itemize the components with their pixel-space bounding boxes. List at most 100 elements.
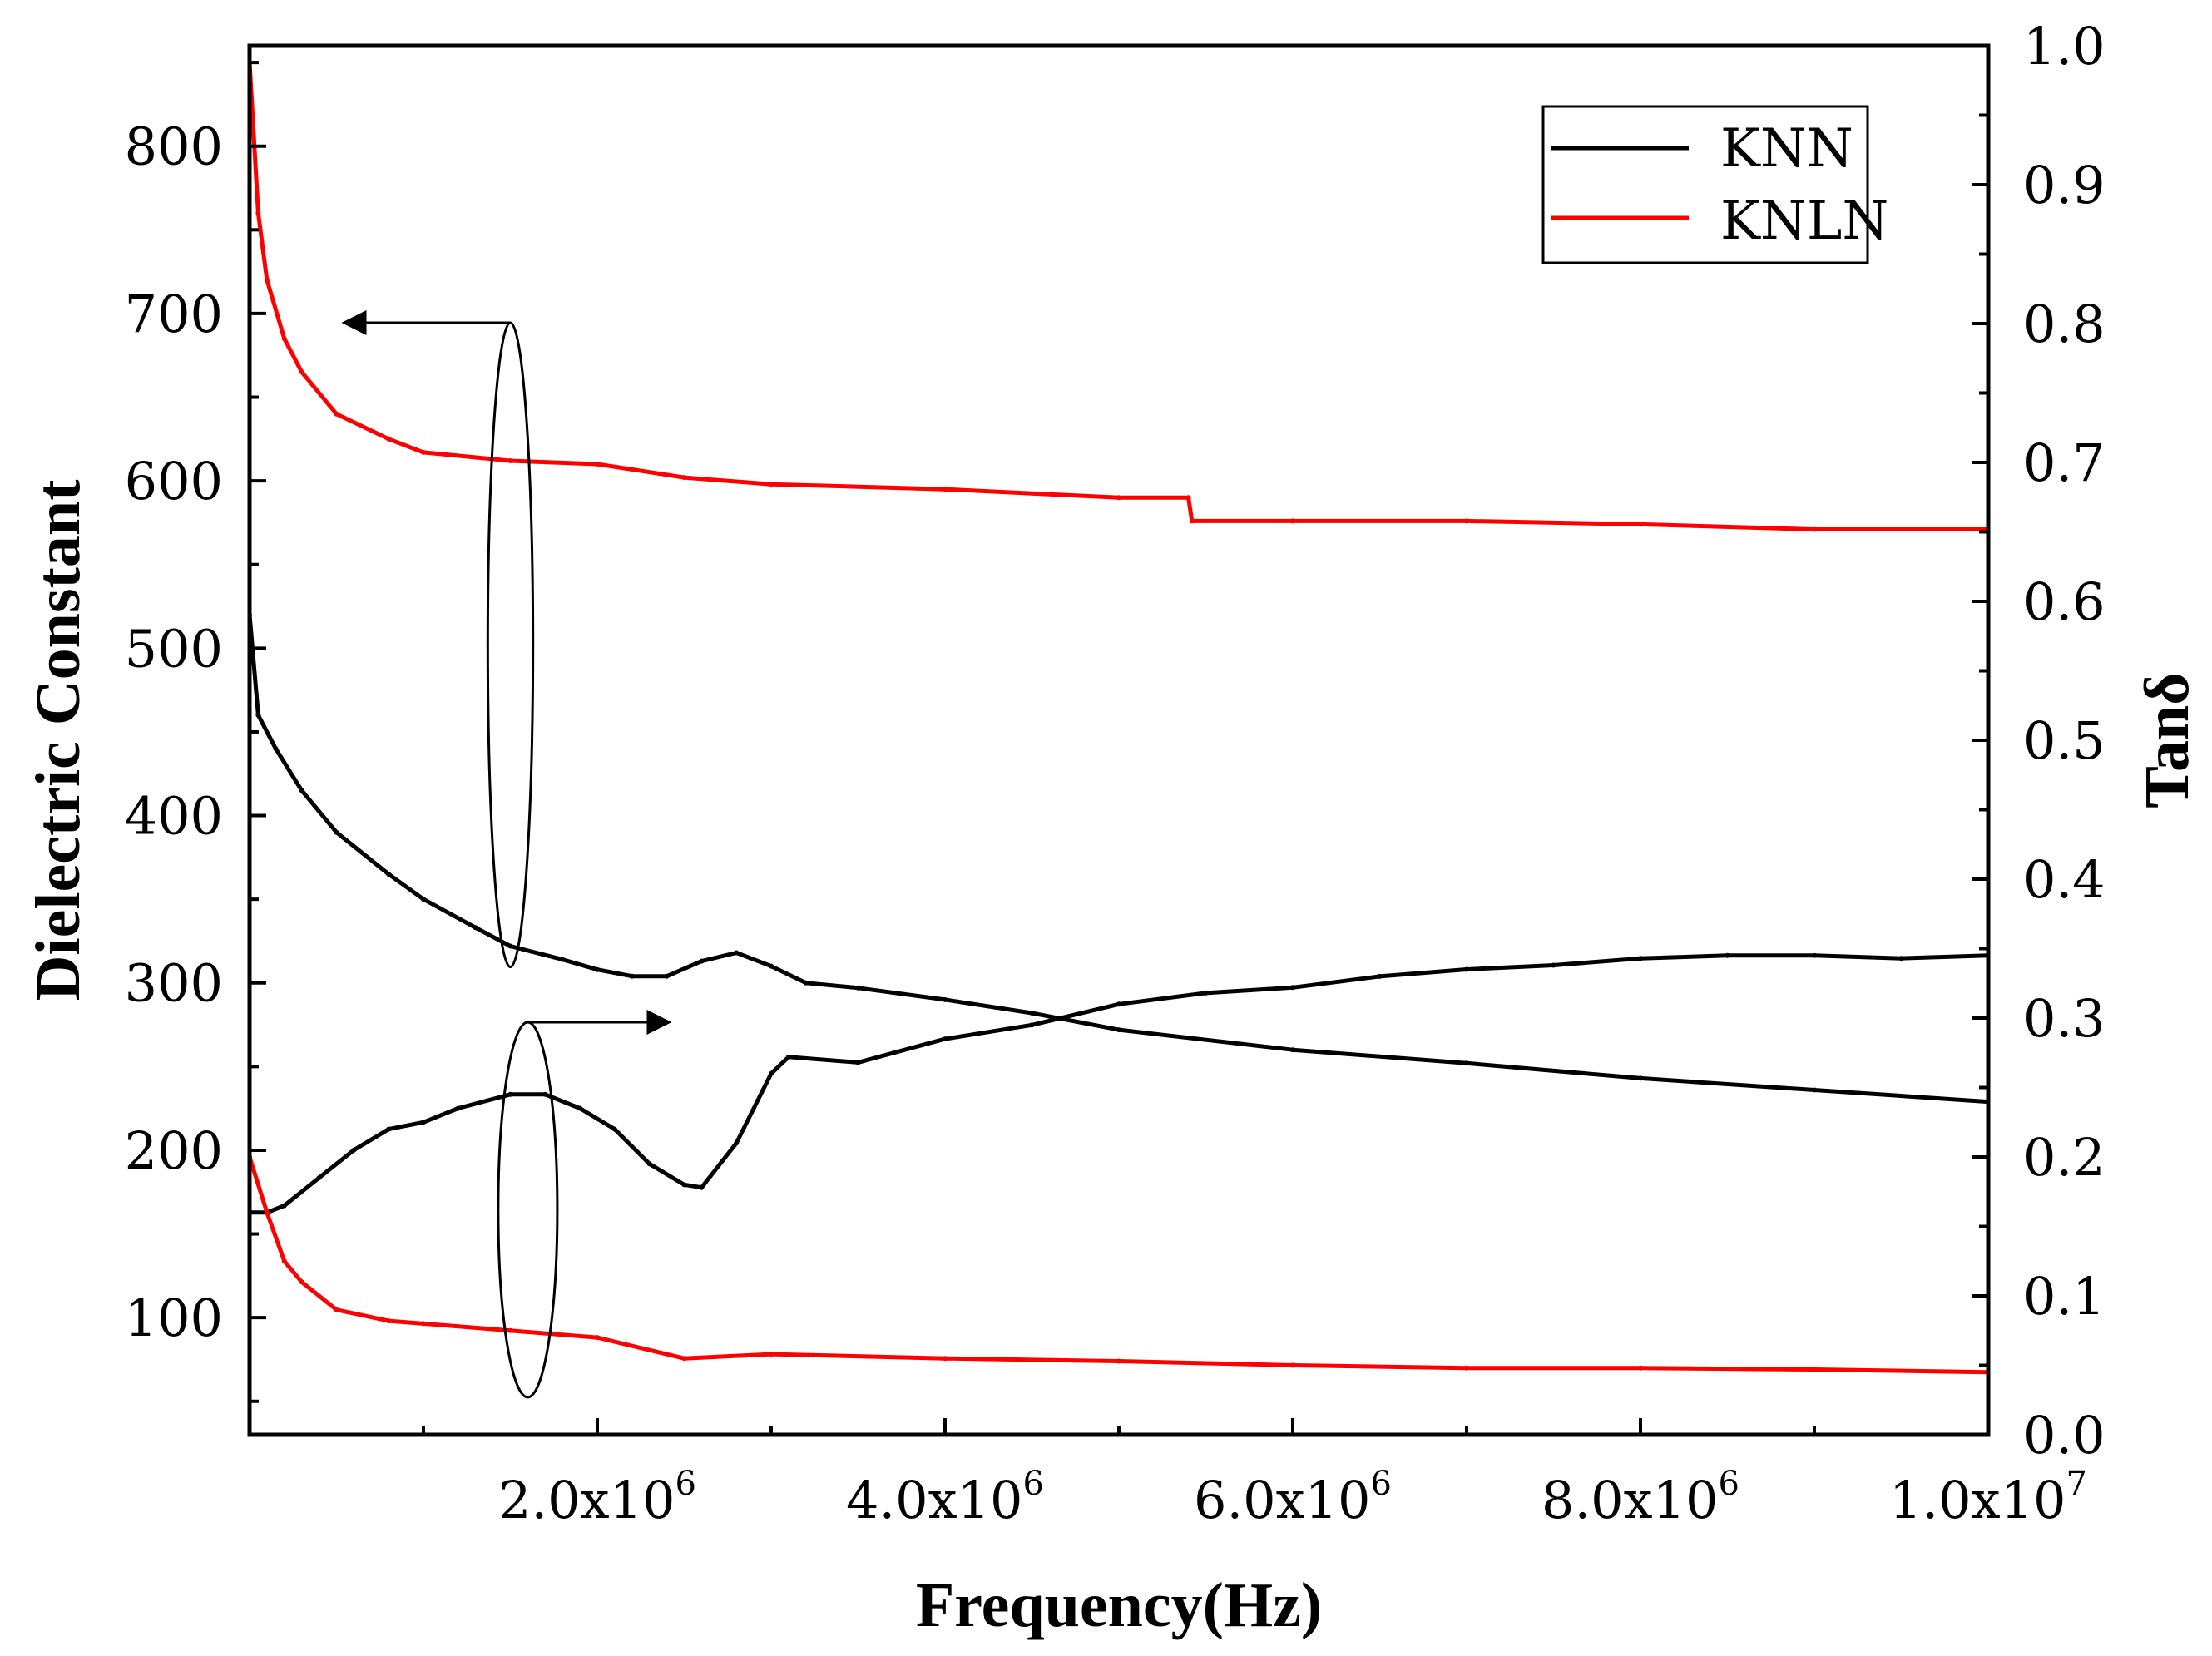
y-right-tick-label: 0.0	[2023, 1405, 2106, 1466]
right-y-axis: 0.0 0.1 0.2 0.3 0.4 0.5 0.6 0.7 0.8 0.9 1.0	[1972, 16, 2106, 1466]
y-left-tick-label: 300	[125, 953, 223, 1014]
y-right-tick-label: 0.4	[2023, 849, 2106, 910]
series-knn-dielectric-constant-point	[507, 943, 513, 949]
series-knln-tan-delta-point	[1638, 1365, 1643, 1371]
series-knn-tan-delta-point	[734, 1140, 740, 1146]
right-y-axis-title: Tanδ	[2132, 672, 2202, 808]
series-knn-tan-delta-point	[1725, 952, 1730, 958]
y-left-tick-label: 600	[125, 451, 223, 512]
series-knln-tan-delta-point	[507, 1327, 513, 1333]
series-knln-dielectric-constant-point	[1464, 518, 1469, 524]
y-right-tick-label: 1.0	[2023, 16, 2106, 77]
series-knn-tan-delta-point	[351, 1147, 357, 1153]
series-knln-tan-delta-point	[1290, 1362, 1295, 1368]
series-knn-dielectric-constant-point	[421, 897, 426, 902]
series-knn-tan-delta-point	[1551, 962, 1556, 968]
series-knln-dielectric-constant-point	[264, 277, 270, 283]
series-knln-tan-delta-point	[334, 1307, 339, 1312]
series-knn-dielectric-constant	[250, 614, 1988, 1105]
series-knn-tan-delta-point	[421, 1120, 426, 1125]
series-knln-tan-delta-point	[281, 1258, 287, 1264]
series-knln-tan-delta-point	[1116, 1358, 1121, 1364]
series-knln-tan-delta-point	[1812, 1367, 1817, 1372]
series-layer	[250, 60, 1988, 1375]
x-axis-title: Frequency(Hz)	[916, 1570, 1322, 1640]
series-knln-tan-delta	[250, 1156, 1988, 1375]
y-right-tick-label: 0.8	[2023, 294, 2106, 354]
x-tick-label: 1.0x107	[1889, 1465, 2087, 1530]
series-knn-tan-delta-point	[542, 1091, 548, 1097]
series-knn-tan-delta-point	[855, 1060, 861, 1065]
series-knn-dielectric-constant-point	[1029, 1011, 1035, 1016]
series-knln-tan-delta-point	[299, 1279, 304, 1285]
y-left-tick-label: 500	[125, 618, 223, 679]
series-knn-tan-delta-point	[943, 1036, 948, 1042]
series-knln-dielectric-constant-point	[1290, 518, 1295, 524]
series-knn-tan-delta-point	[1290, 985, 1295, 991]
series-knn-tan-delta-point	[455, 1105, 461, 1111]
series-knn-tan-delta-point	[507, 1091, 513, 1097]
legend-box	[1541, 105, 1869, 264]
series-knn-tan-delta-point	[386, 1126, 392, 1132]
series-knln-tan-delta-point	[421, 1321, 426, 1327]
series-knln-tan-delta-point	[1464, 1365, 1469, 1371]
series-knn-dielectric-constant-point	[273, 746, 279, 752]
series-knln-tan-delta-point	[943, 1356, 948, 1362]
series-knn-tan-delta-point	[1464, 966, 1469, 972]
y-right-tick-label: 0.1	[2023, 1266, 2106, 1327]
series-knn-tan-delta	[250, 953, 1988, 1215]
series-knln-dielectric-constant-point	[1116, 495, 1121, 501]
series-knln-dielectric-constant-point	[281, 336, 287, 342]
x-tick-label: 8.0x106	[1541, 1465, 1739, 1530]
annotation-ellipse-left	[486, 321, 535, 969]
x-axis: 2.0x106 4.0x106 6.0x106 8.0x106 1.0x107	[422, 1418, 2087, 1530]
series-knn-dielectric-constant-point	[855, 985, 861, 991]
series-knn-dielectric-constant-point	[299, 788, 304, 793]
series-knn-tan-delta-point	[1116, 1001, 1121, 1007]
series-knn-tan-delta-point	[785, 1054, 791, 1060]
series-knln-dielectric-constant-point	[681, 475, 687, 481]
series-knn-tan-delta-point	[611, 1126, 617, 1132]
series-knn-dielectric-constant-point	[803, 980, 809, 986]
series-knn-tan-delta-point	[1898, 956, 1904, 961]
series-knn-dielectric-constant-point	[1290, 1047, 1295, 1053]
series-knln-dielectric-constant-point	[595, 462, 600, 467]
series-knn-dielectric-constant-point	[1464, 1060, 1469, 1066]
y-right-tick-label: 0.6	[2023, 571, 2106, 632]
series-knn-dielectric-constant-point	[1812, 1087, 1817, 1093]
series-knln-dielectric-constant-point	[299, 369, 304, 375]
series-knn-dielectric-constant-point	[664, 973, 670, 979]
series-knln-dielectric-constant-point	[421, 449, 426, 455]
y-left-tick-label: 400	[125, 786, 223, 847]
series-knln-tan-delta-point	[681, 1356, 687, 1362]
annotation-ellipse-right	[497, 1021, 559, 1399]
series-knln-dielectric-constant-point	[255, 210, 261, 216]
series-knn-tan-delta-point	[699, 1184, 705, 1190]
series-knn-dielectric-constant-point	[699, 958, 705, 964]
series-knn-dielectric-constant-point	[734, 950, 740, 956]
legend: KNN KNLN	[1541, 105, 1888, 264]
series-knn-dielectric-constant-point	[386, 872, 392, 877]
left-y-axis: 100 200 300 400 500 600 700 800	[125, 61, 266, 1403]
series-knn-dielectric-constant-point	[595, 966, 600, 972]
series-knn-dielectric-constant-point	[1116, 1027, 1121, 1033]
series-knln-tan-delta-point	[769, 1352, 774, 1357]
legend-label-knn: KNN	[1720, 118, 1853, 180]
series-knn-dielectric-constant-point	[473, 925, 478, 931]
y-left-tick-label: 100	[125, 1288, 223, 1348]
x-tick-label: 4.0x106	[846, 1465, 1044, 1530]
series-knln-dielectric-constant-point	[1812, 526, 1817, 532]
series-knn-dielectric-constant-point	[1638, 1075, 1643, 1081]
annotation-layer	[341, 309, 672, 1399]
x-tick-label: 6.0x106	[1194, 1465, 1392, 1530]
series-knn-tan-delta-point	[1029, 1022, 1035, 1028]
series-knln-dielectric-constant-point	[386, 436, 392, 442]
series-knn-tan-delta-point	[1638, 956, 1643, 961]
y-right-tick-label: 0.3	[2023, 988, 2106, 1049]
y-left-tick-label: 800	[125, 116, 223, 177]
y-right-tick-label: 0.5	[2023, 710, 2106, 771]
legend-label-knln: KNLN	[1720, 190, 1888, 252]
series-knn-tan-delta-point	[1203, 990, 1209, 996]
series-knn-dielectric-constant-point	[943, 996, 948, 1002]
series-knn-tan-delta-point	[1812, 952, 1817, 958]
